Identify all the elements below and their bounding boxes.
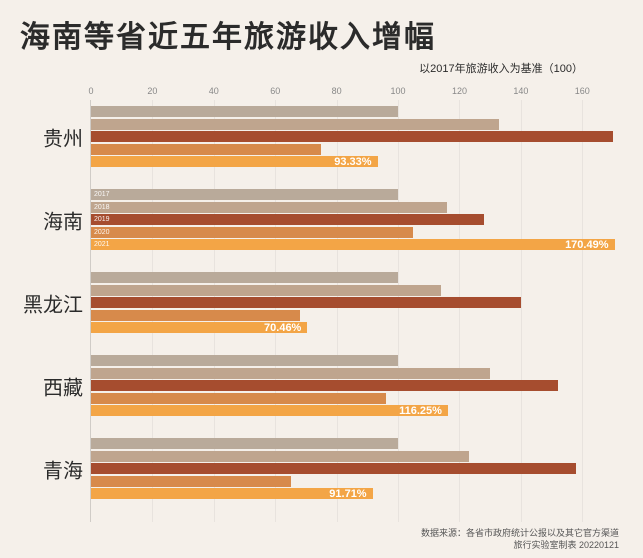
bar: 2017 <box>91 189 398 200</box>
source-line: 数据来源：各省市政府统计公报以及其它官方渠道 <box>421 527 619 540</box>
x-tick-label: 20 <box>147 86 157 96</box>
bar-value-label: 91.71% <box>329 488 366 500</box>
bar <box>91 131 613 142</box>
bar: 93.33% <box>91 156 378 167</box>
bar <box>91 144 321 155</box>
bar-value-label: 93.33% <box>334 156 371 168</box>
x-tick-label: 40 <box>209 86 219 96</box>
x-tick-label: 140 <box>513 86 528 96</box>
category-group: 海南20172018201920202021170.49% <box>91 189 613 250</box>
bar: 2020 <box>91 227 413 238</box>
category-group: 青海91.71% <box>91 438 613 499</box>
bar: 2019 <box>91 214 484 225</box>
chart-title: 海南等省近五年旅游收入增幅 <box>20 12 623 56</box>
year-legend-label: 2018 <box>94 202 110 213</box>
category-group: 贵州93.33% <box>91 106 613 167</box>
category-label: 西藏 <box>21 371 83 400</box>
category-label: 贵州 <box>21 122 83 151</box>
bar: 116.25% <box>91 405 448 416</box>
x-tick-label: 80 <box>332 86 342 96</box>
bar: 91.71% <box>91 488 373 499</box>
year-legend-label: 2021 <box>94 239 110 250</box>
bar: 2021 170.49% <box>91 239 615 250</box>
bar <box>91 476 291 487</box>
bar <box>91 380 558 391</box>
category-label: 黑龙江 <box>21 288 83 317</box>
chart-subtitle: 以2017年旅游收入为基准（100） <box>20 60 623 76</box>
bar <box>91 310 300 321</box>
source-attribution: 数据来源：各省市政府统计公报以及其它官方渠道 旅行实验室制表 20220121 <box>421 527 619 552</box>
bar: 70.46% <box>91 322 307 333</box>
bar-value-label: 70.46% <box>264 322 301 334</box>
x-tick-label: 100 <box>391 86 406 96</box>
bar-value-label: 116.25% <box>399 405 442 417</box>
category-group: 西藏116.25% <box>91 355 613 416</box>
bar-value-label: 170.49% <box>565 239 608 251</box>
year-legend-label: 2019 <box>94 214 110 225</box>
bar <box>91 438 398 449</box>
chart-area: 020406080100120140160贵州93.33%海南201720182… <box>20 82 623 522</box>
x-tick-label: 0 <box>88 86 93 96</box>
plot-region: 020406080100120140160贵州93.33%海南201720182… <box>90 100 613 522</box>
bar <box>91 463 576 474</box>
bar <box>91 106 398 117</box>
bar <box>91 297 521 308</box>
category-label: 青海 <box>21 454 83 483</box>
x-tick-label: 160 <box>575 86 590 96</box>
bar <box>91 119 499 130</box>
year-legend-label: 2020 <box>94 227 110 238</box>
bar: 2018 <box>91 202 447 213</box>
bar <box>91 355 398 366</box>
category-label: 海南 <box>21 205 83 234</box>
category-group: 黑龙江70.46% <box>91 272 613 333</box>
x-tick-label: 60 <box>270 86 280 96</box>
source-line: 旅行实验室制表 20220121 <box>421 539 619 552</box>
bar <box>91 451 469 462</box>
year-legend-label: 2017 <box>94 189 110 200</box>
bar <box>91 285 441 296</box>
bar <box>91 368 490 379</box>
x-tick-label: 120 <box>452 86 467 96</box>
bar <box>91 272 398 283</box>
bar <box>91 393 386 404</box>
